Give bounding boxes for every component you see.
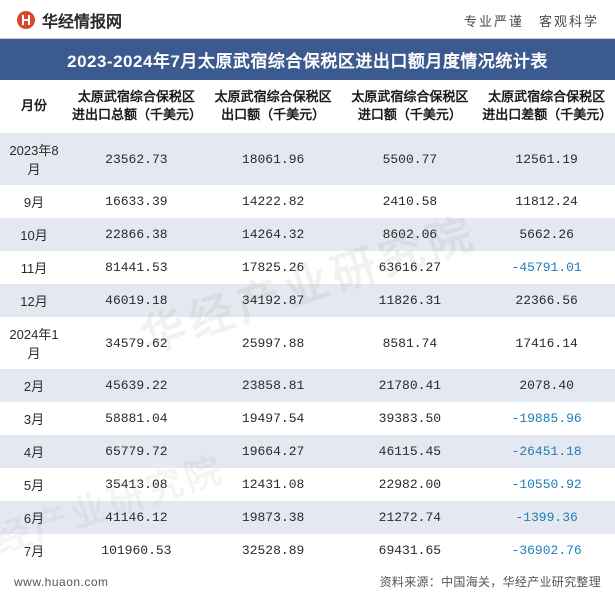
logo-text: 华经情报网 [42, 8, 122, 32]
cell-total: 41146.12 [68, 501, 205, 534]
cell-import: 5500.77 [342, 133, 479, 185]
cell-export: 19497.54 [205, 402, 342, 435]
tagline: 专业严谨 客观科学 [464, 11, 599, 30]
col-total: 太原武宿综合保税区进出口总额（千美元） [68, 80, 205, 133]
logo-group: 华经情报网 [16, 8, 122, 32]
cell-total: 16633.39 [68, 185, 205, 218]
cell-diff: 17416.14 [478, 317, 615, 369]
cell-import: 8581.74 [342, 317, 479, 369]
cell-month: 11月 [0, 251, 68, 284]
table-row: 7月101960.5332528.8969431.65-36902.76 [0, 534, 615, 567]
table-row: 2月45639.2223858.8121780.412078.40 [0, 369, 615, 402]
cell-month: 4月 [0, 435, 68, 468]
table-row: 5月35413.0812431.0822982.00-10550.92 [0, 468, 615, 501]
cell-total: 34579.62 [68, 317, 205, 369]
table-body: 2023年8月23562.7318061.965500.7712561.199月… [0, 133, 615, 567]
col-diff: 太原武宿综合保税区进出口差额（千美元） [478, 80, 615, 133]
footer-bar: www.huaon.com 资料来源：中国海关，华经产业研究整理 [0, 567, 615, 598]
table-row: 6月41146.1219873.3821272.74-1399.36 [0, 501, 615, 534]
cell-diff: -26451.18 [478, 435, 615, 468]
cell-import: 46115.45 [342, 435, 479, 468]
cell-export: 23858.81 [205, 369, 342, 402]
header-row: 月份 太原武宿综合保税区进出口总额（千美元） 太原武宿综合保税区出口额（千美元）… [0, 80, 615, 133]
footer-url: www.huaon.com [14, 575, 109, 589]
table-row: 11月81441.5317825.2663616.27-45791.01 [0, 251, 615, 284]
cell-total: 45639.22 [68, 369, 205, 402]
cell-month: 3月 [0, 402, 68, 435]
cell-total: 81441.53 [68, 251, 205, 284]
table-row: 10月22866.3814264.328602.065662.26 [0, 218, 615, 251]
cell-export: 32528.89 [205, 534, 342, 567]
cell-import: 39383.50 [342, 402, 479, 435]
cell-month: 9月 [0, 185, 68, 218]
table-row: 3月58881.0419497.5439383.50-19885.96 [0, 402, 615, 435]
table-row: 12月46019.1834192.8711826.3122366.56 [0, 284, 615, 317]
cell-month: 10月 [0, 218, 68, 251]
cell-total: 23562.73 [68, 133, 205, 185]
cell-month: 7月 [0, 534, 68, 567]
cell-import: 11826.31 [342, 284, 479, 317]
cell-diff: -36902.76 [478, 534, 615, 567]
cell-export: 34192.87 [205, 284, 342, 317]
cell-export: 12431.08 [205, 468, 342, 501]
cell-month: 2023年8月 [0, 133, 68, 185]
header-bar: 华经情报网 专业严谨 客观科学 [0, 0, 615, 39]
cell-diff: 2078.40 [478, 369, 615, 402]
table-wrap: 月份 太原武宿综合保税区进出口总额（千美元） 太原武宿综合保税区出口额（千美元）… [0, 80, 615, 567]
cell-export: 25997.88 [205, 317, 342, 369]
cell-month: 5月 [0, 468, 68, 501]
logo-icon [16, 10, 36, 30]
col-import: 太原武宿综合保税区进口额（千美元） [342, 80, 479, 133]
cell-import: 21780.41 [342, 369, 479, 402]
cell-total: 58881.04 [68, 402, 205, 435]
cell-import: 2410.58 [342, 185, 479, 218]
cell-total: 35413.08 [68, 468, 205, 501]
cell-import: 63616.27 [342, 251, 479, 284]
cell-diff: 11812.24 [478, 185, 615, 218]
cell-month: 6月 [0, 501, 68, 534]
cell-diff: -45791.01 [478, 251, 615, 284]
cell-import: 8602.06 [342, 218, 479, 251]
data-table: 月份 太原武宿综合保税区进出口总额（千美元） 太原武宿综合保税区出口额（千美元）… [0, 80, 615, 567]
cell-import: 21272.74 [342, 501, 479, 534]
cell-export: 14264.32 [205, 218, 342, 251]
cell-import: 69431.65 [342, 534, 479, 567]
cell-total: 101960.53 [68, 534, 205, 567]
cell-total: 46019.18 [68, 284, 205, 317]
cell-month: 2月 [0, 369, 68, 402]
table-row: 4月65779.7219664.2746115.45-26451.18 [0, 435, 615, 468]
cell-diff: -10550.92 [478, 468, 615, 501]
cell-diff: 5662.26 [478, 218, 615, 251]
cell-diff: -1399.36 [478, 501, 615, 534]
cell-diff: -19885.96 [478, 402, 615, 435]
col-export: 太原武宿综合保税区出口额（千美元） [205, 80, 342, 133]
table-row: 2024年1月34579.6225997.888581.7417416.14 [0, 317, 615, 369]
cell-export: 19664.27 [205, 435, 342, 468]
footer-source: 资料来源：中国海关，华经产业研究整理 [380, 573, 601, 590]
cell-total: 22866.38 [68, 218, 205, 251]
col-month: 月份 [0, 80, 68, 133]
cell-diff: 12561.19 [478, 133, 615, 185]
table-row: 9月16633.3914222.822410.5811812.24 [0, 185, 615, 218]
table-title: 2023-2024年7月太原武宿综合保税区进出口额月度情况统计表 [0, 39, 615, 80]
cell-diff: 22366.56 [478, 284, 615, 317]
cell-export: 17825.26 [205, 251, 342, 284]
cell-import: 22982.00 [342, 468, 479, 501]
cell-export: 19873.38 [205, 501, 342, 534]
cell-total: 65779.72 [68, 435, 205, 468]
cell-export: 14222.82 [205, 185, 342, 218]
cell-export: 18061.96 [205, 133, 342, 185]
table-row: 2023年8月23562.7318061.965500.7712561.19 [0, 133, 615, 185]
cell-month: 2024年1月 [0, 317, 68, 369]
cell-month: 12月 [0, 284, 68, 317]
